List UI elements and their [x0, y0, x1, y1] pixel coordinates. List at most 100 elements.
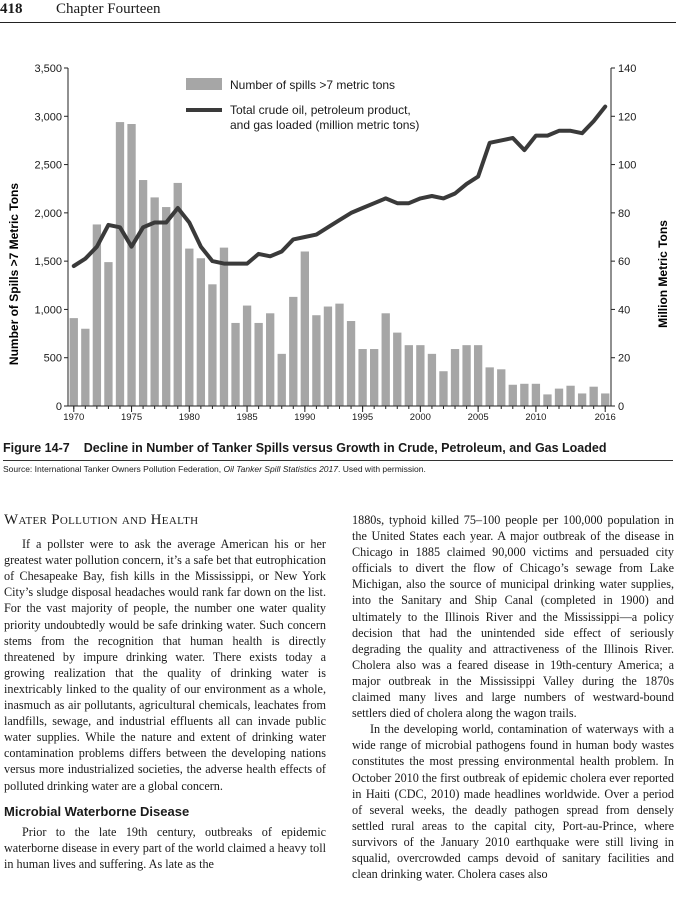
right-tick-label: 20	[618, 353, 630, 365]
spill-bar	[104, 262, 113, 406]
x-tick-label: 1970	[63, 412, 84, 423]
spill-bar	[173, 182, 182, 406]
left-tick-label: 3,500	[34, 63, 62, 75]
x-tick-label: 1975	[121, 412, 142, 423]
spill-bar	[208, 284, 217, 406]
spill-bar	[254, 322, 263, 406]
x-tick-label: 2010	[525, 412, 546, 423]
page-number: 418	[0, 1, 23, 17]
x-tick-label: 2016	[595, 412, 616, 423]
spill-bar	[231, 322, 240, 406]
x-tick-label: 2000	[410, 412, 431, 423]
legend-bar-swatch	[186, 78, 222, 90]
figure-caption: Figure 14-7 Decline in Number of Tanker S…	[3, 441, 673, 461]
left-tick-label: 1,500	[34, 256, 62, 268]
right-axis-title: Million Metric Tons	[656, 220, 670, 328]
right-column: 1880s, typhoid killed 75–100 people per …	[352, 512, 674, 882]
right-paragraph-1: 1880s, typhoid killed 75–100 people per …	[352, 513, 674, 721]
spill-bar	[289, 296, 298, 406]
spill-bar	[370, 349, 379, 406]
section-title: Water Pollution and Health	[4, 512, 199, 528]
x-tick-label: 1990	[294, 412, 315, 423]
source-title: Oil Tanker Spill Statistics 2017	[223, 464, 339, 474]
spill-bar	[277, 353, 286, 406]
x-tick-label: 2005	[468, 412, 489, 423]
left-tick-label: 3,000	[34, 111, 62, 123]
right-tick-label: 100	[618, 160, 636, 172]
left-column: Water Pollution and Health If a pollster…	[4, 512, 326, 872]
x-tick-label: 1985	[237, 412, 258, 423]
left-tick-label: 1,000	[34, 304, 62, 316]
legend-line-label-2: and gas loaded (million metric tons)	[230, 118, 419, 132]
spill-bar	[150, 197, 159, 406]
spill-bar	[381, 313, 390, 406]
spill-bar	[427, 353, 437, 406]
figure-label: Figure 14-7	[3, 441, 70, 455]
spill-bar	[416, 345, 425, 406]
spill-bar	[393, 332, 402, 406]
right-tick-label: 0	[618, 401, 624, 413]
legend-line-label-1: Total crude oil, petroleum product,	[230, 103, 411, 117]
spill-bar	[543, 394, 552, 406]
spill-bar	[554, 388, 564, 406]
left-tick-label: 2,500	[34, 160, 62, 172]
tanker-spills-chart: 0 500 1,000 1,500 2,000 2,500 3,000 3,500 0 20 40 6…	[7, 63, 670, 423]
spill-bar	[323, 306, 333, 406]
chart-legend: Number of spills >7 metric tons Total cr…	[186, 78, 419, 132]
spill-bar	[601, 393, 610, 406]
chart-plot-area: 0 500 1,000 1,500 2,000 2,500 3,000 3,500 0 20 40 6…	[34, 63, 636, 423]
spill-bar	[404, 345, 413, 406]
figure-caption-text: Decline in Number of Tanker Spills versu…	[83, 441, 607, 455]
source-suffix: . Used with permission.	[338, 464, 426, 474]
left-tick-label: 500	[44, 353, 62, 365]
x-tick-label: 1995	[352, 412, 373, 423]
source-prefix: Source: International Tanker Owners Poll…	[3, 464, 224, 474]
x-tick-label: 1980	[179, 412, 200, 423]
spill-bar	[138, 180, 148, 406]
spill-bar	[162, 207, 171, 406]
spill-bar	[346, 321, 356, 406]
right-tick-label: 60	[618, 256, 630, 268]
spill-bar	[185, 248, 194, 406]
spill-bar	[531, 383, 541, 406]
spill-bar	[497, 369, 506, 406]
right-tick-label: 140	[618, 63, 636, 75]
spill-bar	[577, 393, 587, 406]
spill-bar	[439, 371, 448, 406]
spill-bar	[115, 122, 125, 406]
right-tick-label: 40	[618, 304, 630, 316]
spill-bar	[566, 385, 575, 406]
subsection-heading: Microbial Waterborne Disease	[4, 803, 190, 819]
spill-bar	[266, 313, 275, 406]
right-paragraph-2: In the developing world, contamination o…	[352, 722, 674, 882]
intro-paragraph: If a pollster were to ask the average Am…	[4, 537, 326, 793]
spill-bar	[300, 251, 309, 406]
spill-bar	[508, 384, 517, 406]
left-axis-title: Number of Spills >7 Metric Tons	[7, 183, 21, 365]
spill-bar	[450, 349, 460, 406]
left-tick-label: 0	[56, 401, 62, 413]
right-tick-label: 80	[618, 208, 630, 220]
chapter-title: Chapter Fourteen	[56, 1, 161, 17]
spill-bar	[589, 386, 598, 406]
spill-bar	[335, 303, 344, 406]
legend-bars-label: Number of spills >7 metric tons	[230, 78, 395, 92]
spill-bar	[473, 345, 483, 406]
spill-bar	[462, 345, 471, 406]
left-tick-label: 2,000	[34, 208, 62, 220]
spill-bar	[127, 124, 136, 407]
page-header: 418 Chapter Fourteen	[0, 0, 676, 23]
spill-bar	[92, 224, 102, 406]
spill-bar	[196, 258, 206, 406]
spill-bar	[242, 305, 252, 406]
right-tick-label: 120	[618, 111, 636, 123]
figure-source: Source: International Tanker Owners Poll…	[3, 464, 673, 474]
spill-bar	[219, 247, 229, 406]
spill-bar	[312, 315, 321, 406]
loaded-series-line	[71, 104, 608, 268]
spill-bar	[69, 318, 78, 406]
spill-bar	[520, 383, 529, 406]
spill-bar	[358, 349, 367, 406]
spill-bar	[485, 367, 494, 406]
spill-bar	[81, 328, 90, 406]
